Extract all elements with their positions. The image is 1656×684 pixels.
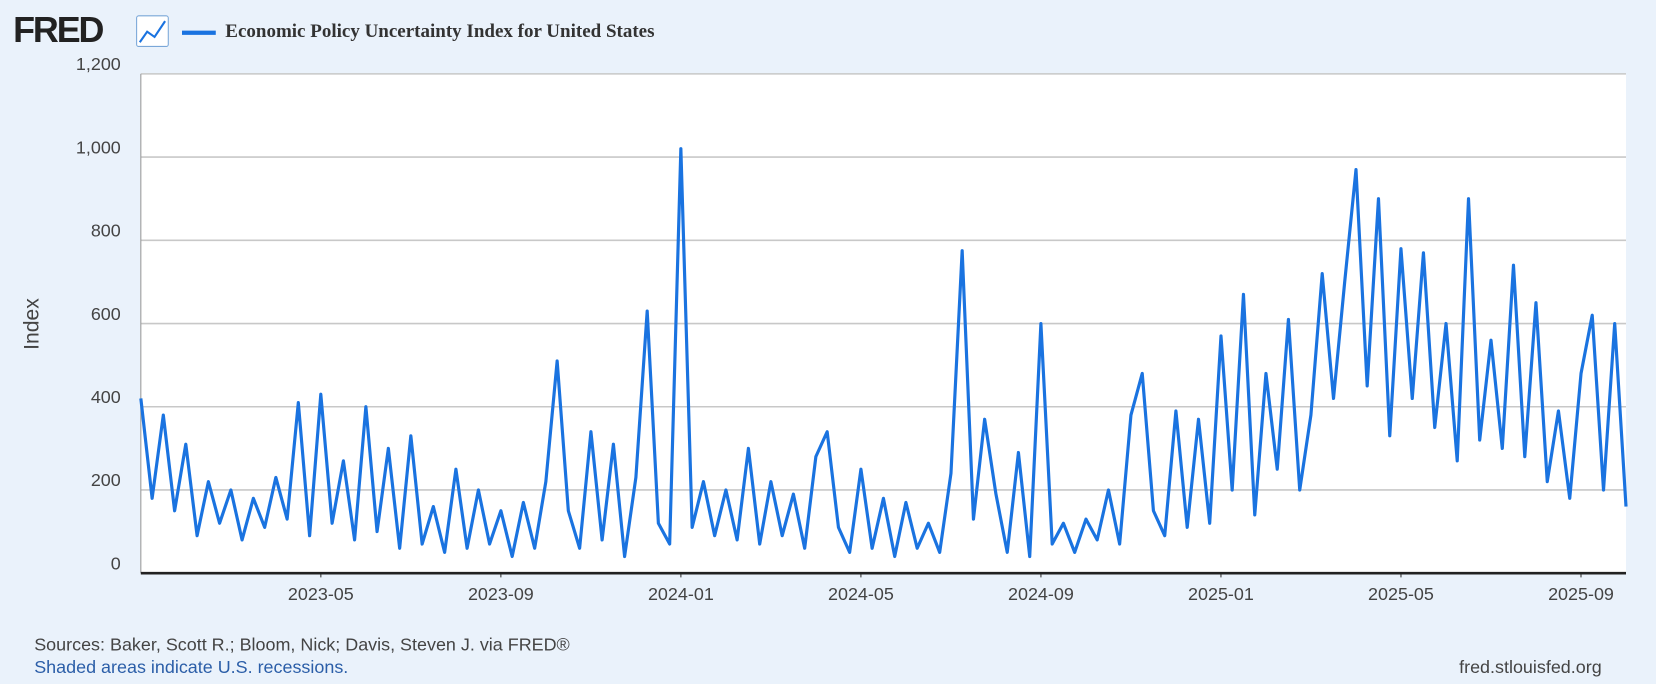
y-tick-label: 200 [91,470,121,490]
x-tick-label: 2023-09 [468,584,534,604]
x-tick-label: 2024-05 [828,584,894,604]
recession-note: Shaded areas indicate U.S. recessions. [34,657,348,677]
site-url: fred.stlouisfed.org [1459,657,1602,677]
source: Sources: Baker, Scott R.; Bloom, Nick; D… [34,635,570,655]
x-tick-label: 2023-05 [288,584,354,604]
logo: FRED [13,10,103,50]
y-tick-label: 400 [91,387,121,407]
x-tick-label: 2025-05 [1368,584,1434,604]
y-tick-label: 1,200 [76,54,121,74]
y-tick-label: 600 [91,304,121,324]
series-line [139,147,1628,559]
x-tick-label: 2024-01 [648,584,714,604]
y-tick-label: 800 [91,221,121,241]
x-tick-label: 2024-09 [1008,584,1074,604]
y-tick-label: 1,000 [76,137,121,157]
y-axis-label: Index [21,298,44,350]
x-tick-label: 2025-01 [1188,584,1254,604]
x-tick-label: 2025-09 [1548,584,1614,604]
y-tick-label: 0 [111,553,121,573]
legend-label: Economic Policy Uncertainty Index for Un… [225,21,654,42]
logo-icon [136,15,169,47]
